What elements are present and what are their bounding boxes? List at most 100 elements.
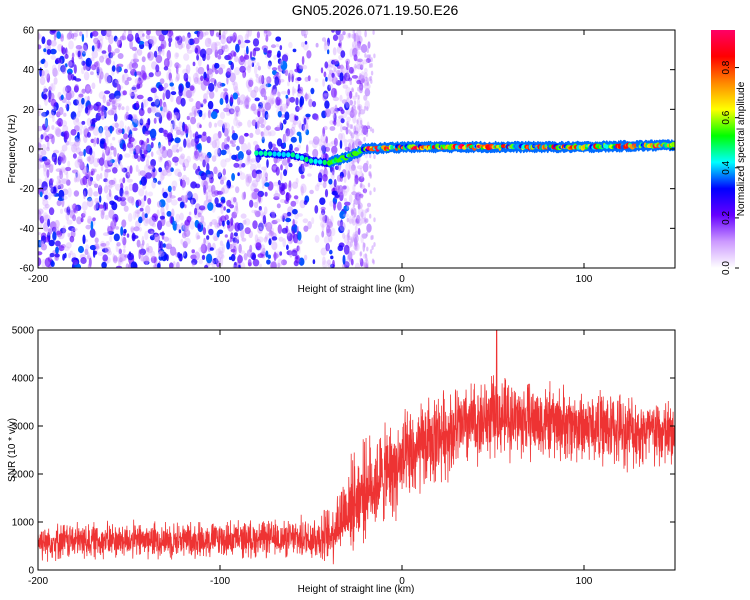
- noise-cell: [359, 119, 363, 125]
- noise-cell: [145, 205, 151, 215]
- noise-cell: [253, 209, 258, 215]
- noise-cell: [342, 30, 346, 36]
- noise-cell: [259, 101, 267, 106]
- noise-cell: [157, 180, 161, 185]
- noise-cell: [78, 93, 84, 98]
- noise-cell: [245, 173, 249, 183]
- noise-cell: [294, 115, 299, 121]
- noise-cell: [218, 250, 224, 259]
- noise-cell: [74, 136, 82, 144]
- noise-cell: [332, 47, 337, 56]
- noise-cell: [283, 169, 288, 177]
- noise-cell: [123, 228, 127, 234]
- noise-cell: [166, 254, 169, 262]
- noise-cell: [289, 249, 293, 258]
- noise-cell: [41, 143, 47, 151]
- noise-cell: [170, 91, 177, 96]
- noise-cell: [197, 212, 202, 218]
- noise-cell: [170, 121, 176, 129]
- noise-cell: [325, 136, 329, 144]
- noise-cell: [190, 197, 196, 205]
- noise-cell: [207, 199, 212, 204]
- noise-cell: [194, 45, 201, 55]
- signal-cell: [317, 159, 323, 165]
- signal-cell: [254, 150, 259, 156]
- noise-cell: [101, 261, 107, 268]
- noise-cell: [351, 75, 358, 79]
- noise-cell: [295, 97, 299, 106]
- noise-cell: [234, 67, 241, 76]
- noise-cell: [358, 195, 362, 201]
- noise-cell: [159, 215, 165, 220]
- noise-cell: [323, 125, 328, 131]
- noise-cell: [195, 232, 200, 241]
- noise-cell: [360, 123, 363, 129]
- noise-cell: [308, 140, 313, 145]
- noise-cell: [231, 211, 237, 219]
- noise-cell: [210, 111, 218, 120]
- noise-cell: [352, 202, 356, 208]
- noise-cell: [356, 98, 360, 107]
- noise-cell: [276, 53, 281, 58]
- noise-cell: [282, 213, 288, 219]
- noise-cell: [338, 33, 344, 42]
- noise-cell: [180, 130, 185, 136]
- noise-cell: [363, 106, 367, 111]
- noise-cell: [103, 185, 109, 194]
- noise-cell: [75, 30, 79, 34]
- signal-cell: [258, 150, 264, 156]
- noise-cell: [172, 185, 176, 191]
- noise-cell: [198, 154, 205, 162]
- noise-cell: [139, 118, 144, 126]
- snr-xlabel: Height of straight line (km): [298, 584, 415, 595]
- noise-cell: [108, 189, 112, 198]
- noise-cell: [183, 123, 188, 133]
- noise-cell: [180, 179, 186, 188]
- noise-cell: [115, 164, 119, 169]
- noise-cell: [365, 76, 368, 82]
- noise-cell: [130, 91, 135, 99]
- noise-cell: [324, 108, 331, 118]
- noise-cell: [185, 190, 193, 198]
- colorbar-gradient: [711, 30, 735, 268]
- noise-cell: [230, 217, 234, 226]
- noise-cell: [150, 141, 154, 149]
- noise-cell: [265, 235, 269, 240]
- noise-cell: [180, 222, 184, 231]
- noise-cell: [329, 107, 336, 115]
- noise-cell: [327, 142, 330, 153]
- noise-cell: [364, 53, 367, 58]
- noise-cell: [115, 226, 119, 230]
- noise-cell: [43, 88, 48, 93]
- noise-cell: [102, 254, 108, 262]
- noise-cell: [155, 64, 160, 73]
- noise-cell: [310, 87, 315, 95]
- noise-cell: [72, 153, 77, 159]
- noise-cell: [354, 230, 359, 238]
- noise-cell: [363, 94, 368, 101]
- noise-cell: [190, 116, 197, 125]
- noise-cell: [203, 98, 207, 104]
- noise-cell: [127, 126, 131, 134]
- noise-cell: [226, 111, 231, 116]
- noise-cell: [275, 218, 281, 223]
- noise-cell: [361, 173, 364, 178]
- noise-cell: [43, 222, 49, 232]
- noise-cell: [222, 122, 228, 129]
- colorbar-tick-label: 0.2: [721, 211, 732, 225]
- noise-cell: [305, 144, 309, 153]
- noise-cell: [255, 173, 261, 183]
- noise-cell: [50, 92, 55, 101]
- y-tick-label: 3000: [12, 422, 35, 433]
- noise-cell: [97, 35, 104, 41]
- noise-cell: [254, 234, 259, 244]
- noise-cell: [49, 252, 55, 258]
- noise-cell: [114, 216, 118, 223]
- noise-cell: [338, 42, 341, 47]
- noise-cell: [143, 195, 147, 202]
- noise-cell: [200, 243, 208, 254]
- noise-cell: [46, 39, 52, 46]
- noise-cell: [82, 188, 88, 197]
- noise-cell: [176, 72, 180, 81]
- noise-cell: [281, 103, 287, 108]
